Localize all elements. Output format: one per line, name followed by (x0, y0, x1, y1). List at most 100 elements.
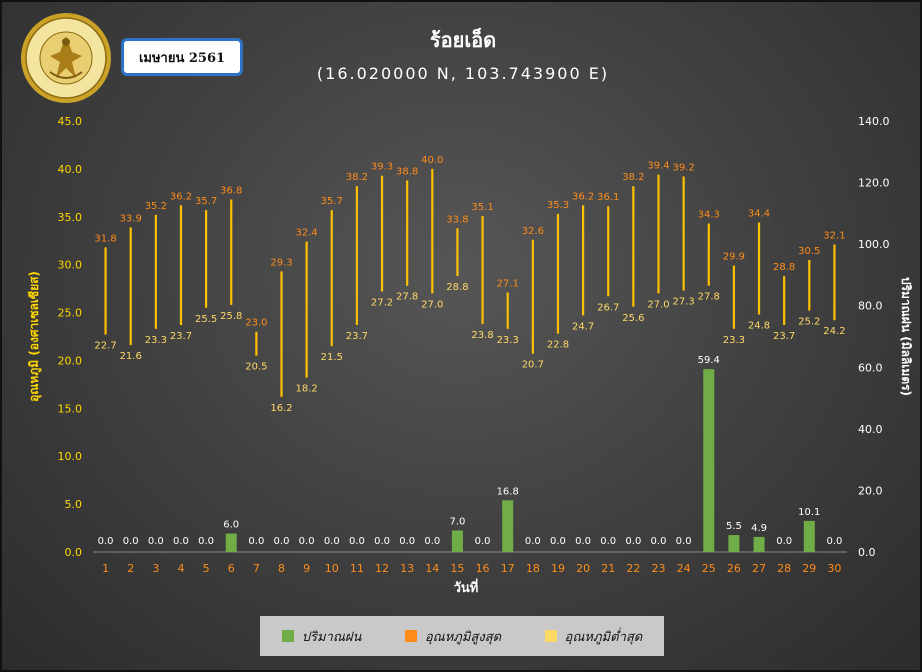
legend: ปริมาณฝน อุณหภูมิสูงสุด อุณหภูมิต่ำสุด (260, 616, 664, 656)
legend-label-min: อุณหภูมิต่ำสุด (564, 629, 643, 645)
rain-label: 0.0 (475, 536, 491, 547)
rain-label: 0.0 (399, 536, 415, 547)
y-tick-label: 45.0 (58, 115, 83, 128)
y-tick-label: 25.0 (58, 307, 83, 320)
min-temp-label: 16.2 (270, 403, 292, 414)
min-temp-label: 27.2 (371, 297, 393, 308)
y-tick-label: 35.0 (58, 211, 83, 224)
y2-tick-label: 100.0 (858, 238, 890, 251)
x-tick-label: 19 (551, 562, 565, 575)
x-tick-label: 20 (576, 562, 590, 575)
max-temp-label: 34.4 (748, 209, 770, 220)
min-temp-label: 26.7 (597, 302, 619, 313)
min-temp-label: 20.5 (245, 362, 267, 373)
legend-item-max: อุณหภูมิสูงสุด (404, 626, 501, 647)
y-tick-label: 15.0 (58, 402, 83, 415)
rain-bars (225, 369, 815, 552)
x-tick-label: 23 (652, 562, 666, 575)
x-tick-label: 13 (400, 562, 414, 575)
y-tick-label: 0.0 (65, 546, 83, 559)
x-tick-label: 26 (727, 562, 741, 575)
min-temp-label: 23.8 (471, 330, 493, 341)
max-temp-label: 40.0 (421, 155, 443, 166)
min-temp-label: 27.8 (698, 292, 720, 303)
rain-label: 0.0 (299, 536, 315, 547)
min-temp-label: 20.7 (522, 360, 544, 371)
legend-swatch-max (404, 630, 417, 642)
rain-label: 0.0 (98, 536, 114, 547)
max-temp-label: 33.8 (446, 214, 468, 225)
rain-label: 7.0 (449, 516, 465, 527)
rain-label: 0.0 (776, 536, 792, 547)
min-temp-label: 24.8 (748, 320, 770, 331)
rain-label: 0.0 (173, 536, 189, 547)
rain-label: 0.0 (625, 536, 641, 547)
max-temp-label: 36.1 (597, 192, 619, 203)
x-tick-label: 1 (102, 562, 109, 575)
x-tick-label: 6 (228, 562, 235, 575)
y2-tick-label: 80.0 (858, 300, 883, 313)
rain-label: 0.0 (826, 536, 842, 547)
x-tick-label: 12 (375, 562, 389, 575)
max-temp-label: 33.9 (120, 213, 142, 224)
rain-label: 0.0 (349, 536, 365, 547)
legend-swatch-rain (281, 630, 294, 642)
min-temp-label: 25.6 (622, 313, 644, 324)
rain-label: 5.5 (726, 521, 742, 532)
max-temp-label: 23.0 (245, 318, 267, 329)
max-temp-label: 35.7 (195, 196, 217, 207)
x-tick-label: 4 (177, 562, 184, 575)
rain-label: 16.8 (497, 486, 519, 497)
max-temp-label: 39.3 (371, 162, 393, 173)
rain-bar (728, 535, 740, 552)
rain-label: 0.0 (198, 536, 214, 547)
chart-subtitle: (16.020000 N, 103.743900 E) (316, 64, 610, 83)
min-temp-label: 23.7 (773, 331, 795, 342)
max-temp-label: 29.9 (723, 252, 745, 263)
rain-label: 0.0 (248, 536, 264, 547)
chart-title: ร้อยเอ็ด (429, 28, 497, 52)
x-tick-label: 7 (253, 562, 260, 575)
y-axis-title: อุณหภูมิ (องศาเซลเซียส) (27, 271, 42, 402)
x-tick-label: 27 (752, 562, 766, 575)
rain-label: 0.0 (676, 536, 692, 547)
x-tick-label: 21 (601, 562, 615, 575)
x-tick-label: 25 (702, 562, 716, 575)
min-temp-label: 25.2 (798, 317, 820, 328)
max-temp-label: 35.7 (321, 196, 343, 207)
x-tick-label: 8 (278, 562, 285, 575)
x-tick-label: 30 (827, 562, 841, 575)
max-temp-label: 36.2 (572, 191, 594, 202)
max-temp-label: 32.1 (823, 231, 845, 242)
y2-tick-label: 120.0 (858, 177, 890, 190)
rain-label: 0.0 (651, 536, 667, 547)
rain-label: 0.0 (550, 536, 566, 547)
y2-axis-title: ปริมาณฝน (มิลลิเมตร) (899, 277, 913, 396)
min-temp-label: 21.6 (120, 351, 142, 362)
max-temp-label: 32.6 (522, 226, 544, 237)
y2-tick-label: 140.0 (858, 115, 890, 128)
x-tick-label: 24 (677, 562, 691, 575)
legend-label-rain: ปริมาณฝน (301, 629, 362, 645)
rain-label: 0.0 (525, 536, 541, 547)
min-temp-label: 21.5 (321, 352, 343, 363)
rain-bar (451, 530, 463, 552)
legend-item-rain: ปริมาณฝน (281, 626, 362, 647)
rain-label: 6.0 (223, 520, 239, 531)
legend-item-min: อุณหภูมิต่ำสุด (544, 626, 643, 647)
x-axis-title: วันที่ (454, 578, 479, 596)
min-temp-label: 23.7 (346, 331, 368, 342)
min-temp-label: 22.7 (94, 341, 116, 352)
min-temp-label: 24.7 (572, 321, 594, 332)
max-temp-label: 34.3 (698, 209, 720, 220)
max-temp-label: 27.1 (497, 278, 519, 289)
y2-tick-label: 20.0 (858, 484, 883, 497)
max-temp-label: 28.8 (773, 262, 795, 273)
axes: 0.05.010.015.020.025.030.035.040.045.00.… (27, 115, 913, 596)
x-tick-label: 28 (777, 562, 791, 575)
x-tick-label: 16 (476, 562, 490, 575)
max-temp-label: 32.4 (296, 228, 318, 239)
max-temp-label: 30.5 (798, 246, 820, 257)
y2-tick-label: 40.0 (858, 423, 883, 436)
min-temp-label: 25.5 (195, 314, 217, 325)
